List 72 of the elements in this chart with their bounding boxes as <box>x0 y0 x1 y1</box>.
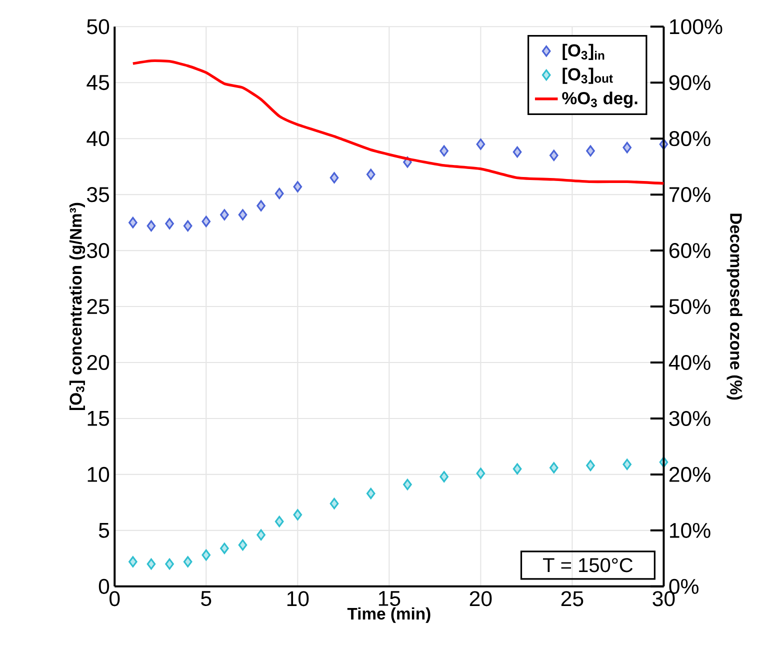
point <box>622 458 632 470</box>
x-tick-label: 15 <box>378 591 400 606</box>
point <box>256 200 266 212</box>
line-series <box>132 60 664 185</box>
x-tick-label: 10 <box>287 591 309 606</box>
point <box>512 463 522 475</box>
y-axis-title: [O$_{3}$] concentration (g/Nm³) <box>69 203 86 410</box>
y-tick-label: 5 <box>98 523 110 538</box>
y-tick-label: 50 <box>87 19 110 34</box>
y-tick-label: 30 <box>87 243 110 258</box>
point <box>440 471 448 482</box>
y-tick-label: 15 <box>88 411 110 426</box>
legend-label: [O$_{3}$]$_{out}$ <box>562 68 613 84</box>
legend-label: %O$_{3}$ deg. <box>562 92 638 108</box>
point <box>274 516 284 528</box>
y2-tick-label: 70% <box>670 187 710 202</box>
point <box>220 209 229 220</box>
point <box>476 138 486 150</box>
point <box>220 542 229 554</box>
point <box>440 145 448 157</box>
point <box>165 558 174 570</box>
x-axis-title: Time (min) <box>347 607 430 624</box>
y2-tick-label: 90% <box>669 75 710 90</box>
x-tick-label: 5 <box>201 591 212 606</box>
y2-tick-label: 50% <box>669 299 710 314</box>
y2-tick-label: 100% <box>670 19 722 34</box>
point <box>183 556 192 568</box>
point <box>550 150 558 162</box>
point <box>128 556 138 568</box>
point <box>330 172 339 184</box>
y2-tick-label: 30% <box>669 411 710 426</box>
y2-tick-label: 40% <box>668 355 710 370</box>
legend-label: [O$_{3}$]$_{in}$ <box>562 44 604 60</box>
x-tick-label: 20 <box>470 591 492 606</box>
y-tick-label: 40 <box>86 131 110 146</box>
point <box>586 460 595 472</box>
point <box>202 216 211 228</box>
point <box>165 218 174 230</box>
y-tick-label: 20 <box>87 355 110 370</box>
annotation: T = 150°C <box>543 558 633 572</box>
y-tick-label: 45 <box>86 75 110 90</box>
x-tick-label: 25 <box>561 591 584 606</box>
y-tick-label: 25 <box>87 299 110 314</box>
point <box>274 188 284 200</box>
point <box>293 509 302 520</box>
point <box>202 550 211 561</box>
y2-tick-label: 20% <box>669 467 710 482</box>
y-tick-label: 10 <box>88 467 110 482</box>
point <box>146 220 156 232</box>
point <box>512 146 522 158</box>
point <box>128 217 138 228</box>
point <box>238 209 248 220</box>
point <box>293 181 302 192</box>
point <box>256 529 266 541</box>
point <box>366 488 376 500</box>
point <box>550 462 558 474</box>
point <box>403 479 412 490</box>
y-tick-label: 35 <box>87 187 110 202</box>
point <box>183 220 192 232</box>
point <box>476 468 486 480</box>
y2-axis-title: Decomposed ozone (%) <box>726 214 742 400</box>
y2-tick-label: 80% <box>669 131 710 146</box>
point <box>366 168 376 180</box>
x-tick-label: 0 <box>110 591 120 606</box>
point <box>330 498 339 510</box>
point <box>586 145 595 157</box>
y2-tick-label: 10% <box>670 523 710 538</box>
point <box>146 558 156 570</box>
point <box>622 142 632 154</box>
y-tick-label: 0 <box>98 579 110 594</box>
y2-tick-label: 60% <box>670 243 710 258</box>
point <box>238 540 248 551</box>
